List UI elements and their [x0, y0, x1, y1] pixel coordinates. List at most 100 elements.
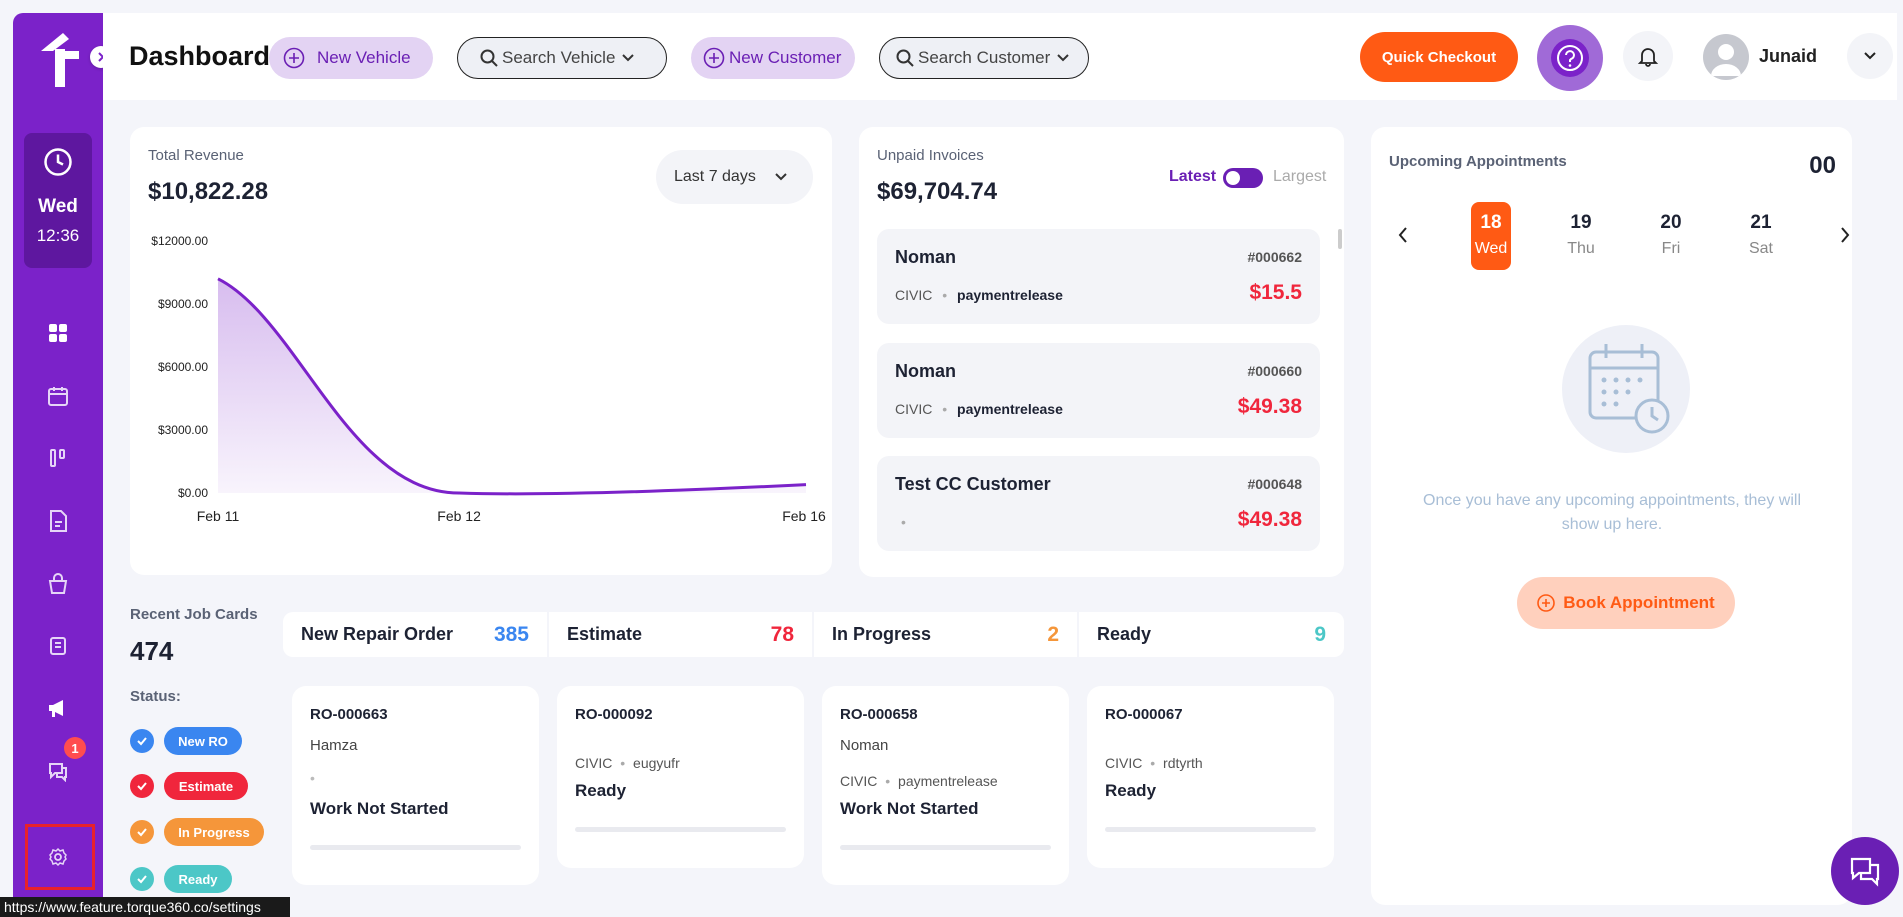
invoice-details: CIVIC • paymentrelease: [895, 401, 1063, 417]
page-title: Dashboard: [129, 41, 271, 71]
nav-documents[interactable]: [44, 507, 72, 535]
day-20[interactable]: 20 Fri: [1660, 212, 1682, 257]
job-card[interactable]: RO-000658 Noman CIVIC • paymentrelease W…: [822, 686, 1069, 885]
help-button[interactable]: [1537, 25, 1603, 91]
document-icon: [50, 510, 67, 532]
revenue-area: [218, 278, 806, 494]
calendar-empty-icon: [1562, 325, 1690, 453]
search-icon: [480, 49, 498, 67]
check-icon: [130, 729, 154, 753]
chevron-down-icon: [622, 54, 635, 62]
invoice-item[interactable]: Test CC Customer #000648 • $49.38: [877, 456, 1320, 551]
stat-in-progress[interactable]: In Progress 2: [814, 612, 1077, 657]
invoice-amount: $49.38: [1237, 508, 1302, 531]
nav-dashboard[interactable]: [44, 319, 72, 347]
question-icon: [1557, 45, 1583, 71]
job-card[interactable]: RO-000092 CIVIC • eugyufr Ready: [557, 686, 804, 868]
user-name[interactable]: Junaid: [1759, 46, 1818, 66]
day-19[interactable]: 19 Thu: [1567, 212, 1595, 257]
invoice-customer: Test CC Customer: [895, 474, 1051, 494]
status-filter-estimate[interactable]: Estimate: [130, 772, 248, 800]
chat-icon: [49, 763, 67, 782]
appointments-count: 00: [1809, 152, 1836, 179]
plus-circle-icon: [703, 47, 725, 69]
job-card[interactable]: RO-000663 Hamza • Work Not Started: [292, 686, 539, 885]
plus-circle-icon: [1537, 594, 1556, 612]
torque-logo[interactable]: [35, 29, 81, 89]
job-progress-bar: [310, 845, 521, 850]
book-appointment-button[interactable]: Book Appointment: [1517, 577, 1735, 629]
invoices-scrollbar[interactable]: [1338, 229, 1342, 249]
invoice-number: #000648: [1247, 476, 1302, 492]
job-ro-number: RO-000663: [310, 706, 388, 723]
stat-label: In Progress: [832, 624, 932, 644]
invoice-item[interactable]: Noman #000662 CIVIC • paymentrelease $15…: [877, 229, 1320, 324]
check-icon: [130, 867, 154, 891]
notifications-button[interactable]: [1623, 31, 1673, 81]
status-chip: Estimate: [164, 772, 248, 800]
revenue-range-label: Last 7 days: [674, 168, 756, 185]
search-icon: [896, 49, 914, 67]
sort-latest-label[interactable]: Latest: [1169, 168, 1217, 185]
status-filter-new-ro[interactable]: New RO: [130, 727, 242, 755]
search-customer-dropdown[interactable]: Search Customer: [879, 37, 1089, 79]
nav-marketing[interactable]: [44, 694, 72, 722]
new-vehicle-button[interactable]: New Vehicle: [269, 37, 433, 79]
revenue-range-dropdown[interactable]: Last 7 days: [656, 150, 813, 204]
prev-week-button[interactable]: [1396, 225, 1410, 250]
kanban-icon: [50, 449, 65, 467]
check-icon: [130, 774, 154, 798]
day-18[interactable]: 18 Wed: [1471, 202, 1511, 270]
invoice-item[interactable]: Noman #000660 CIVIC • paymentrelease $49…: [877, 343, 1320, 438]
invoice-customer: Noman: [895, 247, 957, 267]
job-card[interactable]: RO-000067 CIVIC • rdtyrth Ready: [1087, 686, 1334, 868]
search-vehicle-dropdown[interactable]: Search Vehicle: [457, 37, 667, 79]
job-customer: Noman: [840, 737, 889, 754]
sort-toggle-knob: [1226, 171, 1240, 185]
day-21[interactable]: 21 Sat: [1748, 212, 1773, 257]
stat-label: Ready: [1097, 624, 1152, 644]
quick-checkout-button[interactable]: Quick Checkout: [1360, 32, 1518, 82]
sidebar: Wed 12:36 1: [13, 13, 103, 917]
nav-receipts[interactable]: [44, 632, 72, 660]
status-filter-in-progress[interactable]: In Progress: [130, 818, 264, 846]
nav-kanban[interactable]: [44, 444, 72, 472]
stat-estimate[interactable]: Estimate 78: [549, 612, 812, 657]
nav-shop[interactable]: [44, 570, 72, 598]
job-ro-number: RO-000092: [575, 706, 653, 723]
status-url: https://www.feature.torque360.co/setting…: [0, 897, 290, 917]
stat-new-repair-order[interactable]: New Repair Order 385: [283, 612, 547, 657]
status-filter-ready[interactable]: Ready: [130, 865, 232, 893]
status-chip: Ready: [164, 865, 232, 893]
next-week-button[interactable]: [1838, 225, 1852, 250]
nav-messages[interactable]: [44, 757, 72, 785]
chevron-down-icon: [1057, 54, 1069, 62]
y-tick-label: $3000.00: [158, 423, 208, 437]
stat-ready[interactable]: Ready 9: [1079, 612, 1344, 657]
jobs-count: 474: [130, 636, 174, 666]
new-customer-button[interactable]: New Customer: [691, 37, 855, 79]
nav-settings[interactable]: [44, 843, 72, 871]
appointments-empty-text: Once you have any upcoming appointments,…: [1423, 492, 1801, 533]
avatar[interactable]: [1703, 34, 1749, 80]
chevron-right-icon: [1841, 227, 1850, 243]
nav-calendar[interactable]: [44, 382, 72, 410]
clock-widget: Wed 12:36: [24, 133, 92, 268]
live-chat-button[interactable]: [1831, 837, 1899, 905]
job-status: Ready: [575, 781, 627, 800]
chevron-down-icon: [1864, 52, 1876, 60]
invoice-customer: Noman: [895, 361, 957, 381]
status-label: Status:: [130, 688, 181, 705]
user-menu-button[interactable]: [1847, 33, 1893, 79]
x-tick-label: Feb 16: [782, 508, 826, 524]
megaphone-icon: [49, 700, 63, 717]
check-icon: [130, 820, 154, 844]
job-status: Ready: [1105, 781, 1157, 800]
status-chip: New RO: [164, 727, 242, 755]
dashboard-icon: [49, 324, 67, 342]
shopping-bag-icon: [48, 573, 68, 594]
sort-toggle[interactable]: [1223, 168, 1263, 188]
sort-largest-label[interactable]: Largest: [1273, 168, 1327, 185]
job-progress-bar: [840, 845, 1051, 850]
job-progress-bar: [575, 827, 786, 832]
